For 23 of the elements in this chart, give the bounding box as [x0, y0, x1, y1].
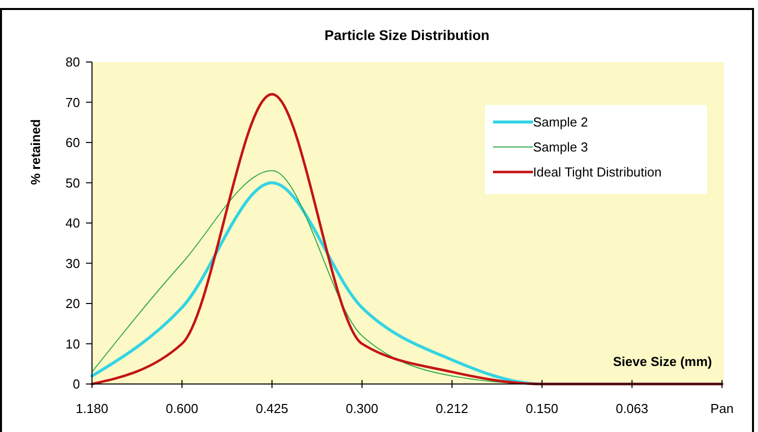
y-tick-label: 10 [66, 336, 80, 352]
x-tick-label: 0.150 [526, 401, 558, 416]
y-tick-label: 70 [66, 94, 80, 110]
y-tick-label: 20 [66, 296, 80, 312]
x-axis-title: Sieve Size (mm) [613, 354, 712, 369]
x-tick-label: 0.212 [436, 401, 468, 416]
y-tick-label: 40 [66, 216, 80, 231]
y-tick-label: 30 [66, 256, 80, 271]
y-axis-title: % retained [28, 119, 43, 185]
legend-label: Sample 3 [533, 140, 588, 155]
x-tick-label: 0.300 [346, 401, 378, 416]
y-tick-label: 60 [66, 135, 80, 150]
x-tick-label: 0.425 [256, 401, 288, 416]
x-tick-label: 0.063 [616, 401, 648, 416]
y-tick-label: 80 [66, 54, 80, 70]
x-tick-label: 1.180 [76, 401, 108, 416]
x-tick-label: 0.600 [166, 401, 198, 416]
y-tick-label: 50 [66, 175, 80, 190]
x-tick-label: Pan [710, 401, 734, 416]
y-tick-label: 0 [72, 376, 80, 392]
legend-label: Sample 2 [533, 114, 588, 130]
legend-label: Ideal Tight Distribution [533, 164, 662, 180]
chart-title: Particle Size Distribution [324, 27, 490, 43]
